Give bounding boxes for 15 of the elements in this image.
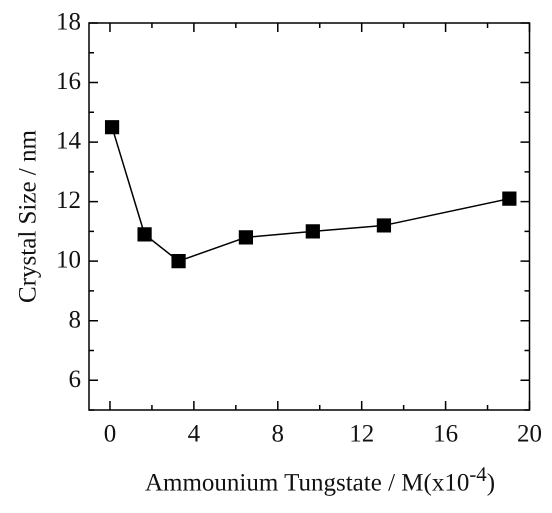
y-axis-title: Crystal Size / nm (14, 130, 42, 303)
x-tick-label: 20 (517, 420, 542, 448)
y-tick-label: 18 (56, 8, 81, 36)
x-tick-label: 0 (104, 420, 116, 448)
x-axis-title: Ammounium Tungstate / M(x10$^{-4}$) (144, 462, 496, 498)
y-tick-label: 16 (56, 68, 81, 96)
y-tick-label: 14 (56, 128, 82, 155)
y-tick-label: 6 (68, 366, 81, 393)
x-tick-label: 8 (272, 420, 284, 448)
x-tick-label: 4 (188, 420, 201, 448)
x-tick-label: 16 (433, 420, 458, 448)
y-tick-label: 12 (56, 187, 81, 214)
y-tick-label: 8 (68, 306, 81, 334)
y-tick-label: 10 (56, 246, 81, 274)
x-tick-label: 12 (349, 420, 374, 448)
